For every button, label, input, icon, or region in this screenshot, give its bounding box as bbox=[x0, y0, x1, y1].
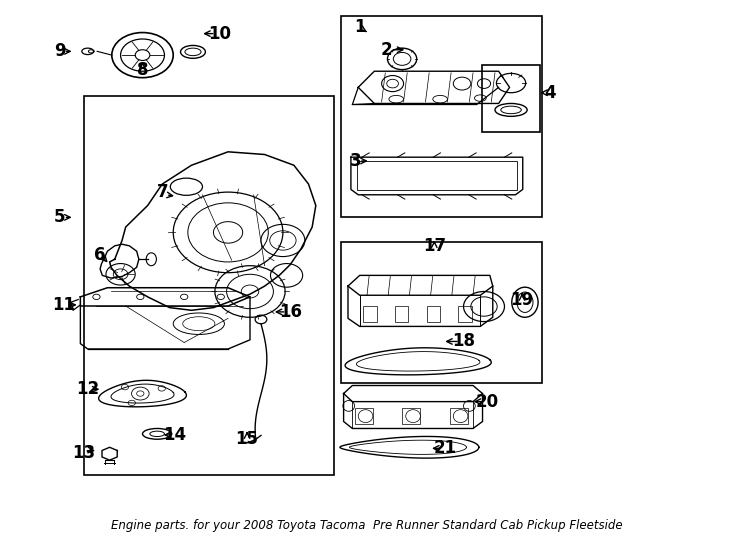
Text: 17: 17 bbox=[423, 237, 446, 255]
Text: 18: 18 bbox=[452, 333, 475, 350]
Bar bbox=[341, 241, 542, 383]
Text: 11: 11 bbox=[52, 296, 75, 314]
Bar bbox=[395, 306, 408, 322]
Text: 10: 10 bbox=[208, 25, 230, 43]
Text: 21: 21 bbox=[434, 440, 457, 457]
Text: 4: 4 bbox=[544, 84, 556, 102]
Text: 7: 7 bbox=[156, 183, 168, 201]
Text: 15: 15 bbox=[236, 430, 258, 448]
Text: 20: 20 bbox=[476, 393, 499, 410]
Bar bbox=[357, 161, 517, 191]
Text: 16: 16 bbox=[279, 303, 302, 321]
Text: 1: 1 bbox=[354, 18, 366, 36]
Polygon shape bbox=[102, 447, 117, 460]
Bar bbox=[355, 408, 373, 424]
Text: 3: 3 bbox=[349, 152, 361, 170]
Bar bbox=[426, 306, 440, 322]
Bar bbox=[341, 16, 542, 218]
Bar bbox=[482, 65, 540, 132]
Text: 19: 19 bbox=[510, 291, 534, 308]
Text: 6: 6 bbox=[95, 246, 106, 265]
Text: 12: 12 bbox=[76, 380, 99, 399]
Bar bbox=[363, 306, 377, 322]
Bar bbox=[84, 97, 334, 475]
Text: 9: 9 bbox=[54, 42, 66, 60]
Text: 2: 2 bbox=[381, 40, 393, 59]
Text: 8: 8 bbox=[137, 61, 148, 79]
Bar bbox=[459, 306, 471, 322]
Text: 14: 14 bbox=[163, 426, 186, 444]
Text: 5: 5 bbox=[54, 208, 65, 226]
Text: Engine parts. for your 2008 Toyota Tacoma  Pre Runner Standard Cab Pickup Fleets: Engine parts. for your 2008 Toyota Tacom… bbox=[111, 519, 623, 532]
Text: 13: 13 bbox=[72, 444, 95, 462]
Bar bbox=[450, 408, 468, 424]
Bar bbox=[402, 408, 421, 424]
